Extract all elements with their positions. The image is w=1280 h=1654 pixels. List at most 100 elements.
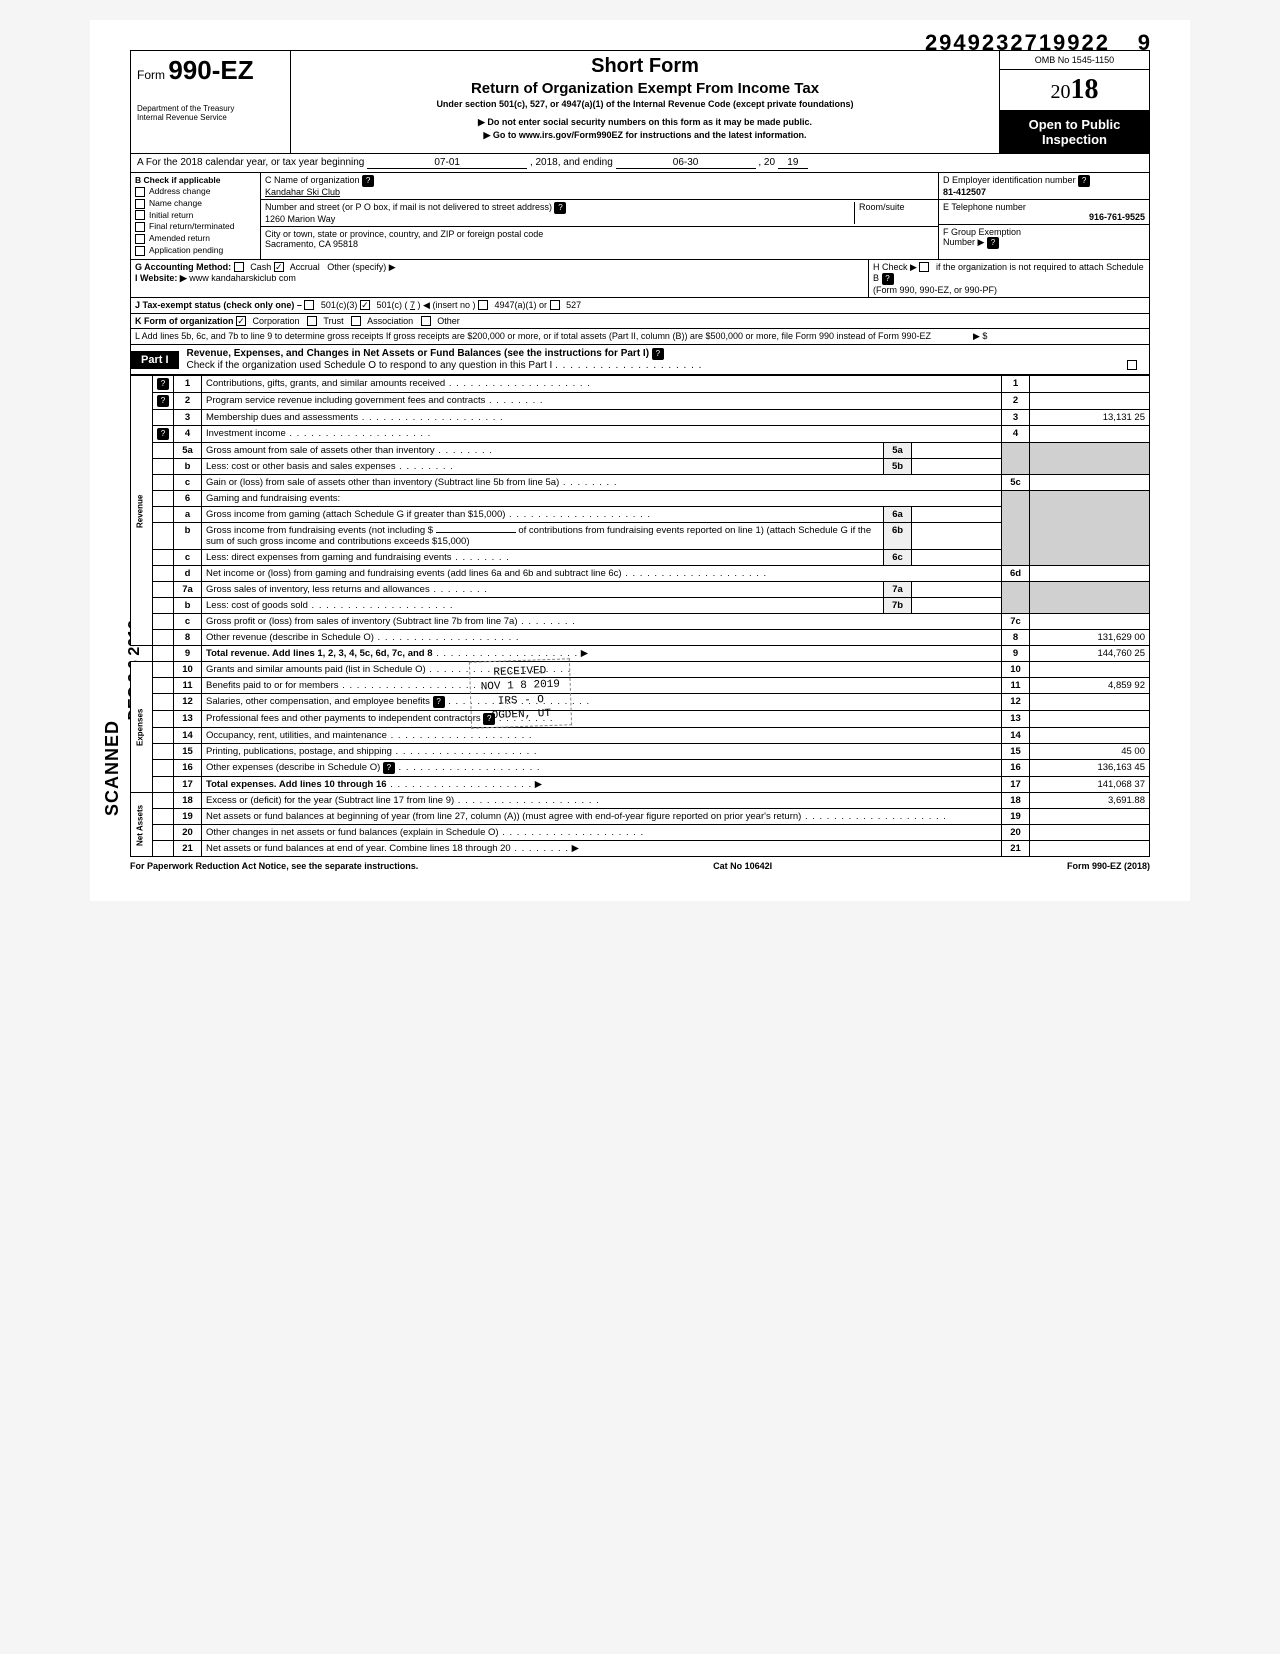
section-bcde: B Check if applicable Address change Nam… xyxy=(130,173,1150,260)
line-13-value[interactable] xyxy=(1030,711,1150,728)
end-date[interactable]: 06-30 xyxy=(616,157,756,169)
scanned-stamp: SCANNED xyxy=(102,720,123,816)
help-icon[interactable]: ? xyxy=(157,428,169,440)
line-11-value[interactable]: 4,859 92 xyxy=(1030,678,1150,694)
line-19-value[interactable] xyxy=(1030,809,1150,825)
check-4947[interactable] xyxy=(478,300,488,310)
check-corp[interactable] xyxy=(236,316,246,326)
form-number-box: Form 990-EZ Department of the Treasury I… xyxy=(131,51,291,153)
check-cash[interactable] xyxy=(234,262,244,272)
check-501c3[interactable] xyxy=(304,300,314,310)
line-7c-value[interactable] xyxy=(1030,614,1150,630)
check-501c[interactable] xyxy=(360,300,370,310)
dept-treasury: Department of the Treasury xyxy=(137,104,284,113)
check-h[interactable] xyxy=(919,262,929,272)
f-label2: Number ▶ xyxy=(943,237,984,247)
check-schedule-o[interactable] xyxy=(1127,360,1137,370)
street-label: Number and street (or P O box, if mail i… xyxy=(265,202,552,212)
help-icon[interactable]: ? xyxy=(987,237,999,249)
help-icon[interactable]: ? xyxy=(882,273,894,285)
row-k: K Form of organization Corporation Trust… xyxy=(130,314,1150,330)
check-accrual[interactable] xyxy=(274,262,284,272)
footer-left: For Paperwork Reduction Act Notice, see … xyxy=(130,861,418,871)
line-2-value[interactable] xyxy=(1030,393,1150,410)
line-12-value[interactable] xyxy=(1030,694,1150,711)
check-initial-return[interactable]: Initial return xyxy=(135,210,256,221)
line-6a-value[interactable] xyxy=(912,507,1002,523)
line-6b-value[interactable] xyxy=(912,523,1002,550)
end-year[interactable]: 19 xyxy=(778,157,808,169)
page-footer: For Paperwork Reduction Act Notice, see … xyxy=(130,861,1150,871)
line-7b-value[interactable] xyxy=(912,598,1002,614)
row-a-tax-year: A For the 2018 calendar year, or tax yea… xyxy=(130,154,1150,173)
line-17-value[interactable]: 141,068 37 xyxy=(1030,777,1150,793)
line-5b-value[interactable] xyxy=(912,459,1002,475)
document-locator-number: 2949232719922 xyxy=(925,30,1110,56)
form-number: 990-EZ xyxy=(168,55,253,85)
col-b-checkboxes: B Check if applicable Address change Nam… xyxy=(131,173,261,259)
received-stamp: RECEIVED NOV 1 8 2019 IRS - O OGDEN, UT xyxy=(469,658,573,729)
line-4-value[interactable] xyxy=(1030,426,1150,443)
line-20-value[interactable] xyxy=(1030,825,1150,841)
part-i-label: Part I xyxy=(131,351,179,369)
line-16-value[interactable]: 136,163 45 xyxy=(1030,760,1150,777)
city-label: City or town, state or province, country… xyxy=(265,229,543,239)
line-3-value[interactable]: 13,131 25 xyxy=(1030,410,1150,426)
line-18-value[interactable]: 3,691.88 xyxy=(1030,793,1150,809)
sidebar-expenses: Expenses xyxy=(131,662,153,793)
title-box: Short Form Return of Organization Exempt… xyxy=(291,51,999,153)
sidebar-revenue: Revenue xyxy=(131,376,153,646)
help-icon[interactable]: ? xyxy=(157,378,169,390)
website[interactable]: www kandaharskiclub com xyxy=(189,273,296,283)
line-9-value[interactable]: 144,760 25 xyxy=(1030,646,1150,662)
check-application-pending[interactable]: Application pending xyxy=(135,245,256,256)
help-icon[interactable]: ? xyxy=(362,175,374,187)
help-icon[interactable]: ? xyxy=(1078,175,1090,187)
document-locator-suffix: 9 xyxy=(1138,30,1150,56)
line-6d-value[interactable] xyxy=(1030,566,1150,582)
501c-num[interactable]: 7 xyxy=(410,300,415,310)
help-icon[interactable]: ? xyxy=(383,762,395,774)
line-10-value[interactable] xyxy=(1030,662,1150,678)
form-header: Form 990-EZ Department of the Treasury I… xyxy=(130,50,1150,154)
line-6c-value[interactable] xyxy=(912,550,1002,566)
help-icon[interactable]: ? xyxy=(652,348,664,360)
open-to-public: Open to Public Inspection xyxy=(1000,111,1149,153)
org-name[interactable]: Kandahar Ski Club xyxy=(265,187,340,197)
help-icon[interactable]: ? xyxy=(433,696,445,708)
check-name-change[interactable]: Name change xyxy=(135,198,256,209)
line-21-value[interactable] xyxy=(1030,841,1150,857)
g-label: G Accounting Method: xyxy=(135,262,231,272)
check-trust[interactable] xyxy=(307,316,317,326)
line-1-value[interactable] xyxy=(1030,376,1150,393)
row-l: L Add lines 5b, 6c, and 7b to line 9 to … xyxy=(130,329,1150,345)
title-sub: Return of Organization Exempt From Incom… xyxy=(299,80,991,97)
check-amended[interactable]: Amended return xyxy=(135,233,256,244)
title-small: Under section 501(c), 527, or 4947(a)(1)… xyxy=(299,99,991,109)
check-final-return[interactable]: Final return/terminated xyxy=(135,221,256,232)
check-address-change[interactable]: Address change xyxy=(135,186,256,197)
help-icon[interactable]: ? xyxy=(554,202,566,214)
part-i-title: Revenue, Expenses, and Changes in Net As… xyxy=(179,345,1149,374)
f-label: F Group Exemption xyxy=(943,227,1021,237)
phone[interactable]: 916-761-9525 xyxy=(943,212,1145,222)
help-icon[interactable]: ? xyxy=(157,395,169,407)
ein[interactable]: 81-412507 xyxy=(943,187,986,197)
begin-date[interactable]: 07-01 xyxy=(367,157,527,169)
c-name-label: C Name of organization xyxy=(265,175,360,185)
check-other-org[interactable] xyxy=(421,316,431,326)
check-527[interactable] xyxy=(550,300,560,310)
line-5c-value[interactable] xyxy=(1030,475,1150,491)
line-7a-value[interactable] xyxy=(912,582,1002,598)
street[interactable]: 1260 Marion Way xyxy=(265,214,335,224)
form-prefix: Form xyxy=(137,68,165,82)
row-l-arrow: ▶ $ xyxy=(965,331,1145,342)
line-15-value[interactable]: 45 00 xyxy=(1030,744,1150,760)
city[interactable]: Sacramento, CA 95818 xyxy=(265,239,358,249)
check-assoc[interactable] xyxy=(351,316,361,326)
line-14-value[interactable] xyxy=(1030,728,1150,744)
part-i-table: Revenue ? 1 Contributions, gifts, grants… xyxy=(130,375,1150,857)
form-page: 2949232719922 9 SCANNED DEC 2 6 2019 For… xyxy=(90,20,1190,901)
line-5a-value[interactable] xyxy=(912,443,1002,459)
line-8-value[interactable]: 131,629 00 xyxy=(1030,630,1150,646)
